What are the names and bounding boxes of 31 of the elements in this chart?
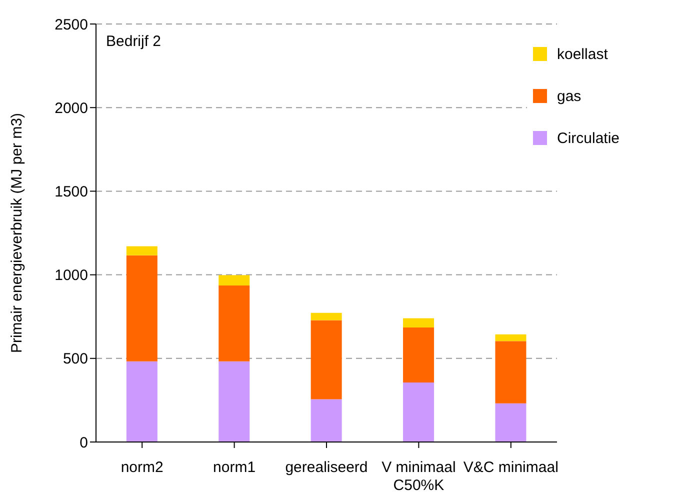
x-tick-label: norm2: [120, 459, 164, 476]
bar: [218, 275, 250, 286]
bar: [126, 255, 158, 362]
bar: [495, 334, 526, 342]
x-tick-label: norm1: [213, 459, 256, 476]
bar: [310, 399, 342, 442]
y-tick-label: 2500: [54, 16, 88, 34]
bar: [310, 320, 342, 400]
bar: [403, 327, 434, 382]
legend-label: gas: [557, 88, 582, 104]
y-tick-label: 500: [62, 350, 88, 368]
x-tick-label: V&C minimaal: [463, 459, 558, 476]
y-tick-label: 2000: [54, 100, 88, 117]
bar: [403, 318, 434, 328]
y-tick-label: 1000: [54, 267, 88, 284]
x-tick-label: gerealiseerd: [285, 459, 368, 476]
bar: [126, 246, 158, 256]
annotation: Bedrijf 2: [106, 33, 162, 50]
y-axis-title: Primair energieverbruik (MJ per m3): [8, 112, 26, 354]
legend-label: Circulatie: [557, 130, 620, 146]
bar: [495, 341, 526, 404]
bar: [126, 361, 158, 442]
bar: [310, 312, 342, 320]
bar: [495, 403, 526, 442]
bar: [403, 382, 434, 442]
y-tick-label: 1500: [54, 184, 88, 201]
legend-label: koellast: [557, 46, 608, 62]
x-tick-label: V minimaal C50%K: [382, 459, 456, 494]
bar: [218, 361, 250, 442]
y-tick-label: 0: [80, 434, 88, 452]
bar: [218, 286, 250, 362]
